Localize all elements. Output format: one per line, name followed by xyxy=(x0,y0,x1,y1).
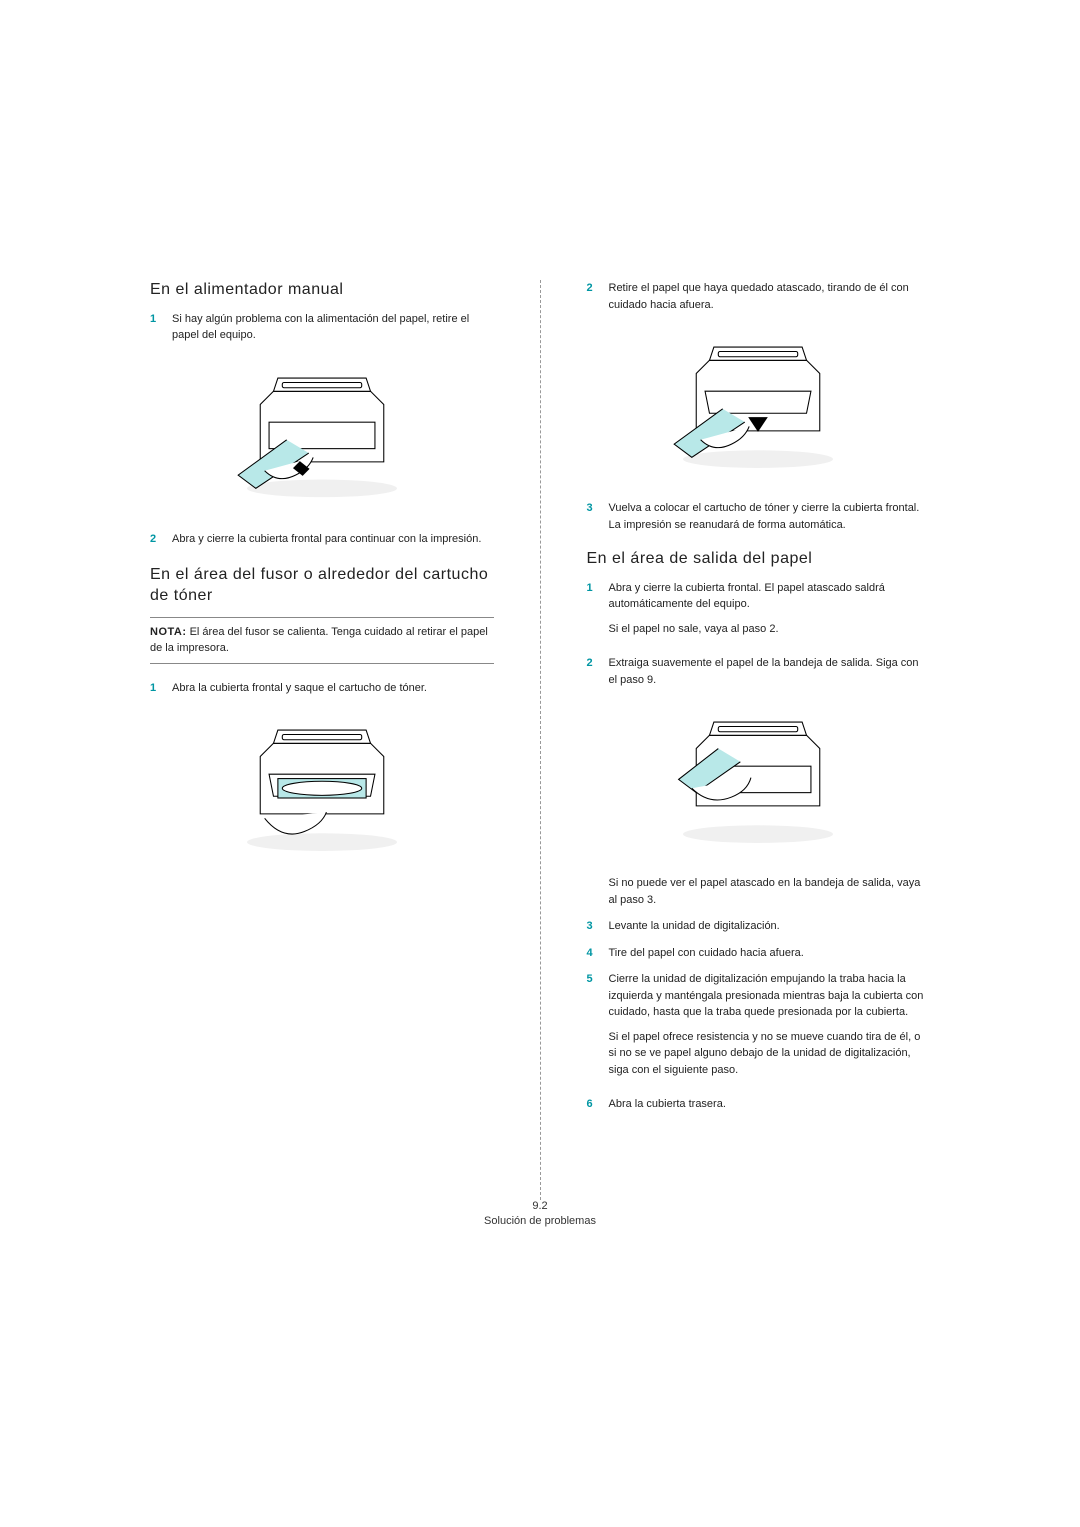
step-text: Abra y cierre la cubierta frontal para c… xyxy=(172,531,494,548)
step-item: 1 Si hay algún problema con la alimentac… xyxy=(150,311,494,344)
step-text: Retire el papel que haya quedado atascad… xyxy=(609,280,931,313)
section-heading-manual-feeder: En el alimentador manual xyxy=(150,280,494,301)
step-text: Abra la cubierta frontal y saque el cart… xyxy=(172,680,494,697)
printer-illustration-icon xyxy=(668,325,848,475)
footer-label: Solución de problemas xyxy=(0,1215,1080,1227)
right-column: 2 Retire el papel que haya quedado atasc… xyxy=(587,280,931,1200)
printer-illustration-icon xyxy=(232,708,412,858)
step-item: 2 Abra y cierre la cubierta frontal para… xyxy=(150,531,494,548)
step-item: 4 Tire del papel con cuidado hacia afuer… xyxy=(587,945,931,962)
step-item: 3 Levante la unidad de digitalización. xyxy=(587,918,931,935)
step-number: 1 xyxy=(150,311,162,344)
step-paragraph: Abra y cierre la cubierta frontal. El pa… xyxy=(609,580,931,613)
printer-illustration-icon xyxy=(668,700,848,850)
step-text: Extraiga suavemente el papel de la bande… xyxy=(609,655,931,688)
step-item: Si no puede ver el papel atascado en la … xyxy=(587,875,931,908)
figure-printer-4 xyxy=(587,700,931,855)
step-number-placeholder xyxy=(587,875,599,908)
step-text: Si hay algún problema con la alimentació… xyxy=(172,311,494,344)
step-paragraph: Si el papel no sale, vaya al paso 2. xyxy=(609,621,931,638)
page-number: 9.2 xyxy=(0,1200,1080,1212)
column-divider xyxy=(540,280,541,1200)
step-number: 4 xyxy=(587,945,599,962)
step-number: 2 xyxy=(587,280,599,313)
figure-printer-3 xyxy=(587,325,931,480)
step-text: Tire del papel con cuidado hacia afuera. xyxy=(609,945,931,962)
step-item: 6 Abra la cubierta trasera. xyxy=(587,1096,931,1113)
note-label: NOTA: xyxy=(150,626,187,638)
step-paragraph: Si el papel ofrece resistencia y no se m… xyxy=(609,1029,931,1079)
step-number: 5 xyxy=(587,971,599,1086)
left-column: En el alimentador manual 1 Si hay algún … xyxy=(150,280,494,1200)
step-number: 2 xyxy=(587,655,599,688)
section-heading-fuser-area: En el área del fusor o alrededor del car… xyxy=(150,565,494,607)
step-text: Vuelva a colocar el cartucho de tóner y … xyxy=(609,500,931,533)
step-number: 6 xyxy=(587,1096,599,1113)
step-item: 1 Abra y cierre la cubierta frontal. El … xyxy=(587,580,931,646)
step-text: Abra la cubierta trasera. xyxy=(609,1096,931,1113)
figure-printer-2 xyxy=(150,708,494,863)
note-text: El área del fusor se calienta. Tenga cui… xyxy=(150,626,488,655)
step-number: 2 xyxy=(150,531,162,548)
step-number: 1 xyxy=(150,680,162,697)
step-number: 3 xyxy=(587,918,599,935)
step-item: 2 Extraiga suavemente el papel de la ban… xyxy=(587,655,931,688)
step-item: 2 Retire el papel que haya quedado atasc… xyxy=(587,280,931,313)
step-text: Cierre la unidad de digitalización empuj… xyxy=(609,971,931,1086)
figure-printer-1 xyxy=(150,356,494,511)
step-number: 3 xyxy=(587,500,599,533)
step-number: 1 xyxy=(587,580,599,646)
note-box: NOTA: El área del fusor se calienta. Ten… xyxy=(150,617,494,664)
step-item: 1 Abra la cubierta frontal y saque el ca… xyxy=(150,680,494,697)
step-item: 3 Vuelva a colocar el cartucho de tóner … xyxy=(587,500,931,533)
step-text: Si no puede ver el papel atascado en la … xyxy=(609,875,931,908)
page-footer: 9.2 Solución de problemas xyxy=(0,1200,1080,1227)
section-heading-output-area: En el área de salida del papel xyxy=(587,549,931,570)
manual-page: En el alimentador manual 1 Si hay algún … xyxy=(0,0,1080,1527)
two-column-layout: En el alimentador manual 1 Si hay algún … xyxy=(150,280,930,1200)
step-item: 5 Cierre la unidad de digitalización emp… xyxy=(587,971,931,1086)
step-text: Levante la unidad de digitalización. xyxy=(609,918,931,935)
step-text: Abra y cierre la cubierta frontal. El pa… xyxy=(609,580,931,646)
step-paragraph: Cierre la unidad de digitalización empuj… xyxy=(609,971,931,1021)
printer-illustration-icon xyxy=(232,356,412,506)
